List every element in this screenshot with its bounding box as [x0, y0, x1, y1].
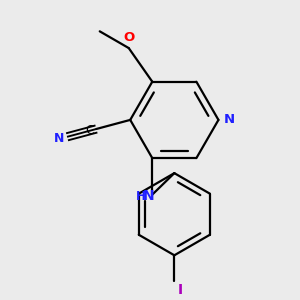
Text: N: N: [224, 113, 235, 126]
Text: H: H: [136, 190, 146, 202]
Text: N: N: [143, 188, 154, 203]
Text: O: O: [123, 32, 134, 44]
Text: N: N: [54, 132, 64, 145]
Text: C: C: [85, 124, 94, 137]
Text: I: I: [177, 283, 182, 297]
